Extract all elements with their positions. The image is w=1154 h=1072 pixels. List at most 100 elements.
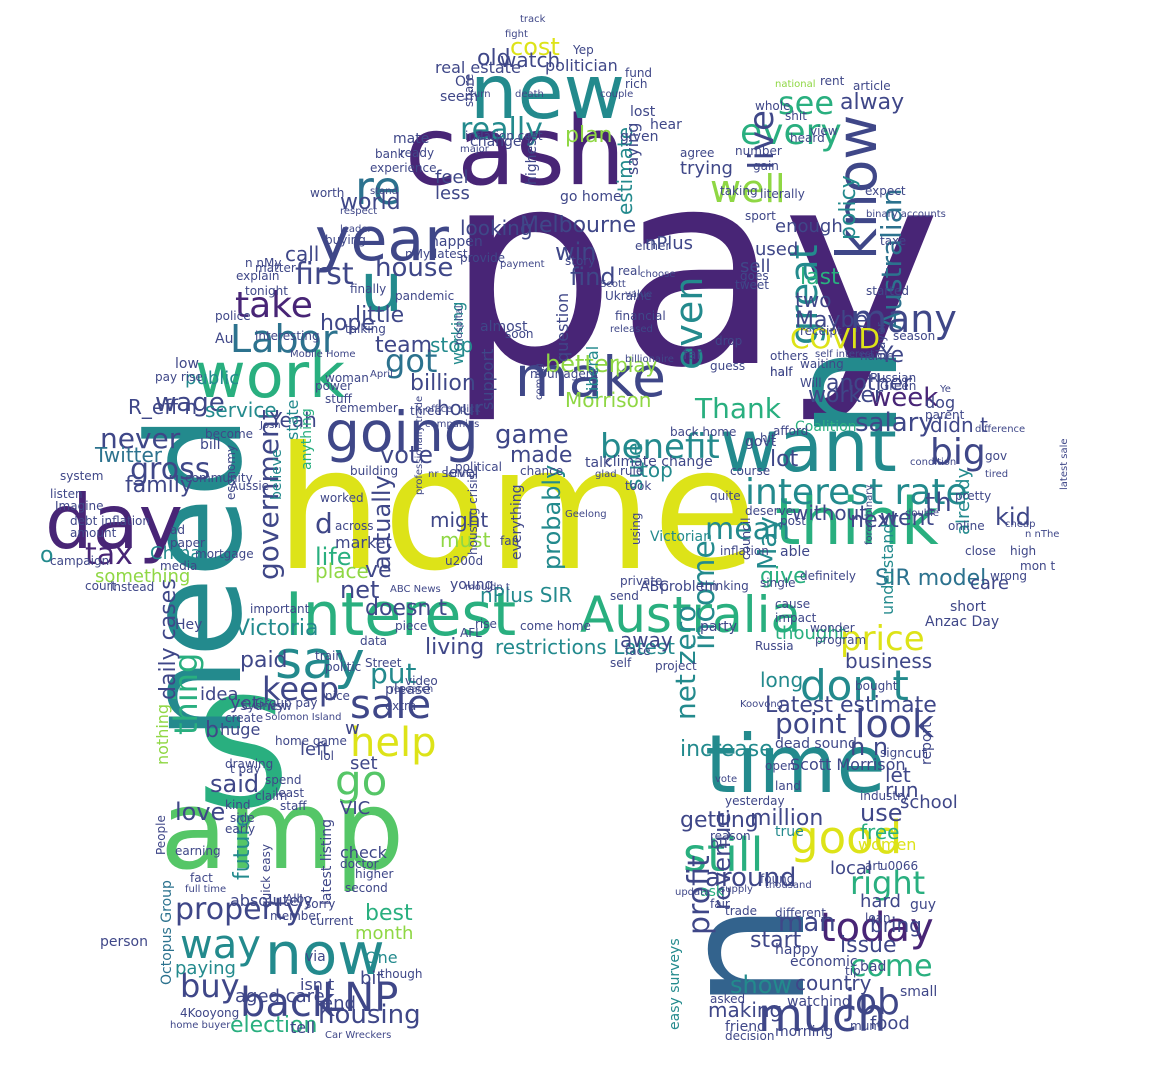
- word-china: China: [150, 543, 202, 564]
- word-day: day: [45, 478, 183, 566]
- word-parent: parent: [925, 408, 965, 422]
- word-put: put: [370, 657, 417, 690]
- word-local: local: [830, 858, 872, 879]
- word-agree: agree: [680, 146, 715, 160]
- word-problem: problem: [660, 579, 718, 595]
- word-th: th: [925, 488, 952, 518]
- word-d: d: [315, 507, 333, 540]
- word-love: love: [175, 798, 226, 826]
- word-price: price: [840, 619, 925, 659]
- word-issue: issue: [840, 933, 897, 958]
- word-year: year: [315, 205, 449, 275]
- word-better: better: [545, 350, 619, 378]
- word-back-home: back home: [670, 425, 737, 439]
- word-council: council: [739, 517, 753, 560]
- word-explain: explain: [236, 269, 280, 283]
- word-watching: watching: [787, 994, 851, 1010]
- word-pandemic: pandemic: [395, 289, 455, 303]
- word-one: One: [365, 948, 398, 967]
- word-fund: fund: [625, 66, 653, 80]
- word-member: member: [270, 909, 321, 923]
- word-didn-t: didn t: [930, 413, 988, 437]
- word-close: close: [965, 544, 996, 558]
- word-doctor: doctor: [340, 857, 379, 871]
- word-market: market: [335, 533, 392, 552]
- word-o: o: [40, 543, 54, 568]
- word-loan: loan: [865, 911, 891, 925]
- word-r-eff-n: R_eff n: [128, 395, 198, 419]
- word-wage: wage: [155, 388, 225, 418]
- word-nr-selling: nr Selling: [428, 469, 476, 480]
- word-nice: nice: [325, 689, 350, 703]
- word-mortgage: mortgage: [195, 547, 254, 561]
- word-solomon-island: Solomon Island: [265, 712, 342, 723]
- word-believe: believe: [269, 449, 285, 500]
- word-power: power: [315, 379, 353, 393]
- word-bill: bill: [200, 437, 221, 453]
- word-u: u: [360, 249, 404, 328]
- word-cause: cause: [775, 597, 811, 611]
- word-made: made: [510, 443, 573, 468]
- word-buy: buy: [180, 967, 240, 1005]
- word-shit: shit: [785, 109, 807, 123]
- word-n-n: n n: [850, 733, 889, 761]
- word-nsw: NSW: [268, 702, 292, 713]
- word-current: current: [310, 914, 354, 928]
- word-everything: everything: [509, 484, 525, 560]
- word-impact: impact: [775, 611, 817, 625]
- word-away: away: [620, 628, 673, 652]
- word-less: less: [435, 183, 470, 204]
- word-police: police: [215, 309, 251, 323]
- word-much: much: [758, 988, 887, 1042]
- word-rich: rich: [625, 77, 648, 91]
- word-far: far: [683, 347, 703, 363]
- word-n-nthe: n nThe: [1025, 529, 1060, 540]
- word-new: new: [470, 48, 626, 136]
- word-fair: fair: [710, 897, 730, 911]
- word-right: right: [850, 864, 926, 902]
- word-video: video: [405, 674, 438, 688]
- word-amount: amount: [70, 526, 117, 540]
- word-small: small: [900, 984, 938, 1000]
- word-economic: economic: [790, 954, 858, 970]
- word-see: see: [778, 84, 835, 122]
- word-ask: ask: [700, 884, 724, 900]
- word-ye: Ye: [940, 384, 951, 395]
- word-guess: guess: [710, 359, 746, 373]
- word-via: via: [305, 949, 326, 965]
- word-april: April: [370, 369, 393, 380]
- word-dog: dog: [925, 393, 956, 412]
- word-housing: housing: [318, 1000, 421, 1030]
- word-low: low: [175, 356, 199, 372]
- word-financial: financial: [615, 309, 666, 323]
- word-coalition: Coalition: [795, 419, 857, 435]
- word-debt-inflation: debt inflation: [70, 514, 150, 528]
- word-second: second: [345, 881, 388, 895]
- word-mum: mum: [850, 1019, 881, 1033]
- word-alway: alway: [840, 90, 905, 115]
- word-paid: paid: [240, 648, 288, 673]
- word-ve: ve: [365, 558, 392, 583]
- word-half: half: [770, 365, 793, 379]
- word-care: care: [970, 573, 1010, 594]
- word-find: find: [570, 263, 616, 291]
- word-billion: billion: [410, 371, 476, 396]
- word-staff: staff: [280, 799, 307, 813]
- word-mouldn-t: mouldn t: [465, 582, 510, 593]
- word-absolutely: absolutely: [230, 891, 313, 910]
- word-though: though: [380, 967, 423, 981]
- word-tonight: tonight: [245, 284, 288, 298]
- word-quite: quite: [710, 489, 741, 503]
- word-court: court: [85, 579, 117, 593]
- word-took: took: [625, 479, 652, 493]
- word-side: side: [230, 811, 255, 825]
- word-hour: hour: [437, 396, 483, 420]
- word-companies: companies: [425, 419, 480, 430]
- word-come: come: [850, 949, 933, 984]
- word-lot: lot: [770, 447, 799, 472]
- word-interest: Interest: [285, 580, 517, 650]
- word-million: million: [750, 806, 824, 831]
- word-aged-care: aged care: [235, 986, 325, 1007]
- word-choose: choose: [640, 269, 676, 280]
